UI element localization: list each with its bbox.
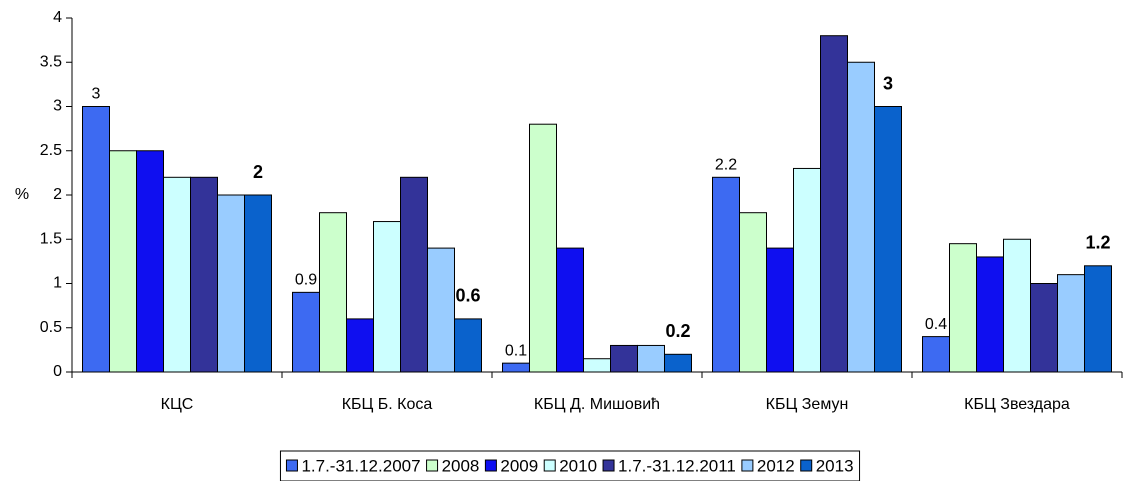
legend-label: 2009 [500,456,538,475]
bar [190,176,218,373]
y-tick-label: 2.5 [40,142,62,159]
x-tick-label: КБЦ Д. Мишовић [534,396,660,413]
bar [136,150,164,373]
bar [922,336,950,373]
y-tick-label: 1.5 [40,230,62,247]
bar [529,123,557,373]
data-label: 3 [883,73,893,93]
bar [427,247,455,373]
data-label: 1.2 [1085,233,1110,253]
legend-label: 2012 [757,456,795,475]
bar [976,256,1004,373]
x-tick-label: КЦС [161,396,194,413]
bar [820,35,848,373]
bar [292,291,320,373]
legend-swatch [484,459,497,472]
bar [244,194,272,373]
bar [346,318,374,373]
bar [610,344,638,373]
bar [1084,265,1112,373]
data-label: 0.4 [925,316,947,333]
legend-label: 2010 [559,456,597,475]
y-tick-label: 1 [53,275,62,292]
x-tick-label: КБЦ Земун [766,396,849,413]
data-label: 0.9 [295,272,317,289]
y-tick-label: 2 [53,186,62,203]
bar [109,150,137,373]
bar [1057,274,1085,373]
data-label: 0.6 [455,286,480,306]
legend-label: 2008 [442,456,480,475]
y-axis-label: % [15,186,29,203]
data-label: 0.2 [665,321,690,341]
bar [847,61,875,373]
bar [583,358,611,373]
bar [637,344,665,373]
y-tick-label: 0 [53,363,62,380]
bar [556,247,584,373]
bar [82,106,110,373]
bar [163,176,191,373]
y-tick-label: 3.5 [40,53,62,70]
bar [1030,283,1058,373]
bar [793,167,821,373]
data-label: 2.2 [715,157,737,174]
bar [373,221,401,373]
bar [949,243,977,373]
bar [454,318,482,373]
legend-swatch [285,459,298,472]
bar [766,247,794,373]
legend [279,450,861,481]
legend-swatch [602,459,615,472]
legend-swatch [741,459,754,472]
bar [400,176,428,373]
legend-label: 2013 [816,456,854,475]
bar [502,362,530,373]
data-label: 2 [253,162,263,182]
bar [712,176,740,373]
legend-label: 1.7.-31.12.2011 [618,456,736,475]
legend-swatch [543,459,556,472]
legend-swatch [800,459,813,472]
y-tick-label: 0.5 [40,319,62,336]
bar [874,106,902,373]
data-label: 0.1 [505,342,527,359]
x-tick-label: КБЦ Б. Коса [342,396,433,413]
y-tick-label: 4 [53,9,62,26]
bar [664,353,692,373]
x-tick-label: КБЦ Звездара [964,396,1070,413]
legend-swatch [426,459,439,472]
bar [739,212,767,373]
bar [217,194,245,373]
bar [319,212,347,373]
bar [1003,238,1031,373]
data-label: 3 [92,86,101,103]
legend-label: 1.7.-31.12.2007 [301,456,420,475]
y-tick-label: 3 [53,98,62,115]
